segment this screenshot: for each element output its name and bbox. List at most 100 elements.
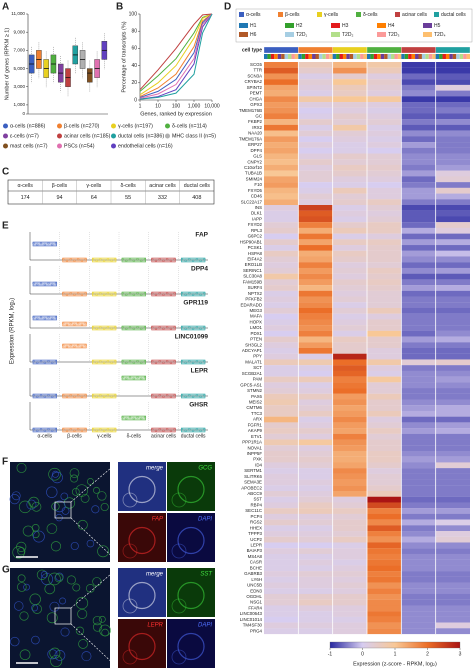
cell-texture	[48, 572, 61, 586]
heatmap-cell	[264, 593, 299, 600]
heatmap-cell	[367, 176, 402, 183]
heatmap-cell	[367, 496, 402, 503]
cell-texture	[71, 487, 80, 496]
heatmap-cell	[298, 205, 333, 211]
point	[80, 429, 84, 432]
legend-label: ductal cells (n=386)	[118, 133, 164, 139]
heatmap-cell	[264, 599, 299, 606]
heatmap-cell	[367, 256, 402, 263]
donor-bar	[356, 54, 361, 59]
point	[140, 259, 143, 262]
heatmap-cell	[298, 445, 333, 452]
legend-swatch	[423, 32, 432, 37]
heatmap-cell	[401, 353, 436, 360]
colorbar-tick-label: 2	[426, 651, 429, 657]
point	[51, 361, 54, 364]
heatmap-cell	[264, 473, 299, 480]
heatmap-cell	[298, 433, 333, 440]
box	[92, 427, 117, 433]
gene-label: SERTM1	[244, 468, 262, 473]
heatmap-cell	[401, 285, 436, 291]
point	[36, 361, 39, 364]
point	[69, 258, 72, 261]
heatmap-cell	[401, 428, 436, 434]
point	[39, 360, 43, 363]
heatmap-cell	[367, 468, 402, 474]
heatmap-cell	[401, 433, 436, 440]
heatmap-cell	[332, 199, 367, 206]
heatmap-cell	[435, 262, 470, 269]
heatmap-cell	[264, 416, 299, 423]
donor-bar	[291, 54, 295, 59]
point	[136, 326, 139, 329]
heatmap-cell	[332, 222, 367, 228]
gene-label: TMEM176A	[239, 136, 262, 141]
heatmap-cell	[435, 319, 470, 326]
heatmap-cell	[298, 90, 333, 97]
point	[32, 316, 35, 319]
point	[121, 416, 124, 419]
donor-bar	[349, 54, 354, 59]
heatmap-cell	[435, 256, 470, 263]
heatmap-cell	[401, 233, 436, 240]
heatmap-cell	[264, 142, 299, 148]
heatmap-cell	[264, 462, 299, 469]
gene-label: INS	[255, 205, 262, 210]
heatmap-cell	[401, 182, 436, 188]
heatmap-cell	[435, 136, 470, 143]
x-tick-label: 10,000	[204, 103, 220, 109]
box	[92, 359, 117, 365]
point	[47, 360, 50, 363]
heatmap-cell	[298, 273, 333, 280]
donor-bar	[418, 54, 422, 59]
heatmap-cell	[264, 102, 299, 108]
donor-bar	[305, 54, 309, 59]
heatmap-cell	[367, 519, 402, 526]
heatmap-cell	[401, 416, 436, 423]
gene-label: PAM	[253, 377, 263, 382]
heatmap-cell	[332, 107, 367, 114]
heatmap-cell	[332, 553, 367, 560]
heatmap-cell	[401, 222, 436, 228]
point	[51, 317, 54, 320]
heatmap-cell	[264, 130, 299, 137]
point	[169, 293, 173, 296]
colorbar-label: Expression (z-score - RPKM, log₂)	[353, 661, 437, 667]
legend-swatch	[278, 12, 283, 17]
heatmap-cell	[367, 525, 402, 532]
heatmap-cell	[435, 359, 470, 366]
heatmap-cell	[367, 124, 402, 131]
heatmap-cell	[332, 616, 367, 623]
gene-label: SCGB2A1	[242, 371, 263, 376]
table-cell: 332	[158, 195, 167, 201]
heatmap-cell	[401, 582, 436, 589]
point	[166, 428, 169, 431]
heatmap-cell	[401, 199, 436, 206]
point	[99, 326, 102, 329]
heatmap-cell	[298, 119, 333, 126]
heatmap-cell	[332, 491, 367, 497]
gene-label: MS4A8	[248, 554, 263, 559]
heatmap-cell	[332, 388, 367, 394]
channel-label: merge	[146, 466, 164, 472]
gene-label: CMTM6	[246, 405, 262, 410]
heatmap-cell	[298, 62, 333, 68]
heatmap-cell	[332, 113, 367, 120]
cell-texture	[122, 598, 138, 614]
heatmap-cell	[401, 382, 436, 389]
donor-bar	[452, 54, 457, 59]
donor-bar	[267, 54, 271, 59]
box	[92, 291, 117, 297]
heatmap-cell	[332, 382, 367, 389]
point	[65, 395, 69, 398]
heatmap-cell	[298, 296, 333, 303]
heatmap-cell	[435, 96, 470, 103]
heatmap-cell	[435, 410, 470, 417]
point	[184, 327, 187, 330]
gene-label: PFKFB2	[245, 297, 262, 302]
heatmap-cell	[401, 142, 436, 148]
cell-texture	[122, 492, 138, 508]
point	[99, 292, 102, 295]
heatmap-cell	[401, 479, 436, 486]
x-tick-label: α-cells	[38, 433, 53, 439]
